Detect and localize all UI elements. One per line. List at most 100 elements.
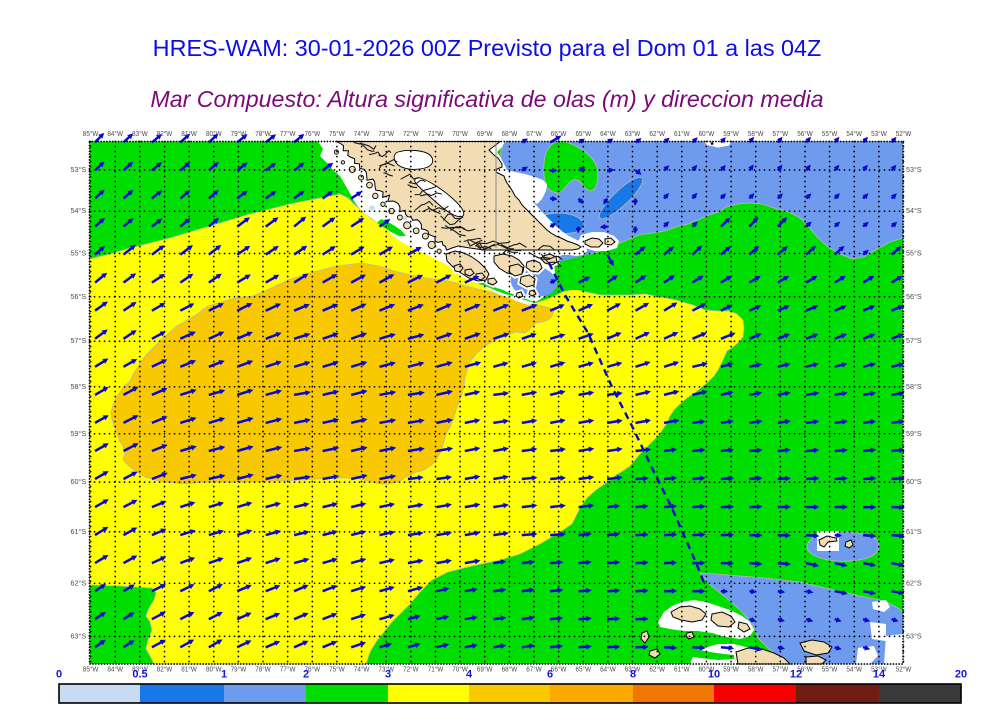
svg-text:72°W: 72°W	[403, 130, 419, 138]
svg-text:52°W: 52°W	[896, 130, 912, 138]
svg-text:Mar Compuesto: Altura signific: Mar Compuesto: Altura significativa de o…	[150, 86, 823, 112]
svg-text:75°W: 75°W	[329, 130, 345, 138]
svg-text:56°S: 56°S	[71, 293, 87, 301]
svg-text:67°W: 67°W	[526, 130, 542, 138]
svg-text:55°S: 55°S	[906, 250, 922, 258]
svg-text:52°W: 52°W	[896, 666, 912, 674]
svg-text:74°W: 74°W	[354, 130, 370, 138]
svg-text:70°W: 70°W	[452, 130, 468, 138]
svg-text:61°W: 61°W	[674, 130, 690, 138]
svg-text:55°W: 55°W	[822, 666, 838, 674]
svg-text:83°W: 83°W	[132, 666, 148, 674]
svg-text:63°W: 63°W	[625, 666, 641, 674]
svg-text:62°S: 62°S	[906, 579, 922, 587]
svg-text:58°W: 58°W	[748, 666, 764, 674]
svg-text:65°W: 65°W	[576, 130, 592, 138]
svg-text:76°W: 76°W	[305, 666, 321, 674]
svg-text:66°W: 66°W	[551, 666, 567, 674]
svg-text:53°W: 53°W	[871, 130, 887, 138]
svg-text:HRES-WAM: 30-01-2026 00Z Previ: HRES-WAM: 30-01-2026 00Z Previsto para e…	[153, 35, 822, 61]
svg-text:53°S: 53°S	[71, 166, 87, 174]
svg-text:57°W: 57°W	[773, 130, 789, 138]
svg-text:4: 4	[466, 669, 473, 681]
svg-text:78°W: 78°W	[255, 666, 271, 674]
svg-text:60°W: 60°W	[699, 130, 715, 138]
svg-text:66°W: 66°W	[551, 130, 567, 138]
svg-text:69°W: 69°W	[477, 666, 493, 674]
svg-text:75°W: 75°W	[329, 666, 345, 674]
svg-text:59°W: 59°W	[723, 666, 739, 674]
svg-text:1: 1	[221, 669, 227, 681]
svg-text:61°S: 61°S	[906, 528, 922, 536]
svg-text:77°W: 77°W	[280, 666, 296, 674]
svg-text:56°W: 56°W	[797, 130, 813, 138]
svg-text:58°S: 58°S	[906, 383, 922, 391]
svg-text:58°W: 58°W	[748, 130, 764, 138]
svg-text:71°W: 71°W	[428, 666, 444, 674]
svg-text:54°W: 54°W	[846, 130, 862, 138]
svg-text:57°S: 57°S	[906, 337, 922, 345]
svg-text:85°W: 85°W	[83, 666, 99, 674]
svg-text:54°S: 54°S	[906, 207, 922, 215]
svg-text:64°W: 64°W	[600, 666, 616, 674]
svg-text:68°W: 68°W	[502, 666, 518, 674]
svg-text:73°W: 73°W	[378, 666, 394, 674]
svg-text:12: 12	[790, 669, 802, 681]
svg-text:79°W: 79°W	[231, 666, 247, 674]
svg-text:14: 14	[873, 669, 886, 681]
svg-text:63°W: 63°W	[625, 130, 641, 138]
svg-text:76°W: 76°W	[305, 130, 321, 138]
svg-text:82°W: 82°W	[157, 130, 173, 138]
svg-text:64°W: 64°W	[600, 130, 616, 138]
svg-text:69°W: 69°W	[477, 130, 493, 138]
svg-text:53°S: 53°S	[906, 166, 922, 174]
svg-text:6: 6	[547, 669, 553, 681]
svg-text:80°W: 80°W	[206, 130, 222, 138]
svg-text:60°S: 60°S	[906, 478, 922, 486]
svg-text:77°W: 77°W	[280, 130, 296, 138]
svg-text:67°W: 67°W	[526, 666, 542, 674]
svg-text:82°W: 82°W	[157, 666, 173, 674]
svg-text:61°S: 61°S	[71, 528, 87, 536]
svg-text:57°W: 57°W	[773, 666, 789, 674]
svg-text:0: 0	[56, 669, 62, 681]
svg-text:63°S: 63°S	[71, 632, 87, 640]
svg-text:83°W: 83°W	[132, 130, 148, 138]
svg-text:73°W: 73°W	[378, 130, 394, 138]
svg-text:59°W: 59°W	[723, 130, 739, 138]
svg-text:54°S: 54°S	[71, 207, 87, 215]
svg-text:62°S: 62°S	[71, 579, 87, 587]
svg-text:68°W: 68°W	[502, 130, 518, 138]
svg-text:81°W: 81°W	[181, 130, 197, 138]
svg-text:10: 10	[708, 669, 720, 681]
svg-text:57°S: 57°S	[71, 337, 87, 345]
svg-text:56°W: 56°W	[797, 666, 813, 674]
svg-text:70°W: 70°W	[452, 666, 468, 674]
svg-text:0.5: 0.5	[132, 669, 147, 681]
svg-text:85°W: 85°W	[83, 130, 99, 138]
svg-text:80°W: 80°W	[206, 666, 222, 674]
svg-text:55°S: 55°S	[71, 250, 87, 258]
svg-text:53°W: 53°W	[871, 666, 887, 674]
svg-text:54°W: 54°W	[846, 666, 862, 674]
svg-text:55°W: 55°W	[822, 130, 838, 138]
svg-text:59°S: 59°S	[71, 430, 87, 438]
svg-text:63°S: 63°S	[906, 632, 922, 640]
svg-text:60°S: 60°S	[71, 478, 87, 486]
svg-text:84°W: 84°W	[107, 130, 123, 138]
svg-text:2: 2	[303, 669, 309, 681]
svg-text:74°W: 74°W	[354, 666, 370, 674]
svg-text:3: 3	[385, 669, 391, 681]
svg-text:65°W: 65°W	[576, 666, 592, 674]
svg-text:62°W: 62°W	[649, 130, 665, 138]
svg-text:58°S: 58°S	[71, 383, 87, 391]
svg-text:20: 20	[955, 669, 967, 681]
svg-text:81°W: 81°W	[181, 666, 197, 674]
svg-text:79°W: 79°W	[231, 130, 247, 138]
svg-text:8: 8	[630, 669, 636, 681]
svg-text:72°W: 72°W	[403, 666, 419, 674]
svg-text:61°W: 61°W	[674, 666, 690, 674]
svg-text:62°W: 62°W	[649, 666, 665, 674]
svg-text:56°S: 56°S	[906, 293, 922, 301]
svg-text:78°W: 78°W	[255, 130, 271, 138]
